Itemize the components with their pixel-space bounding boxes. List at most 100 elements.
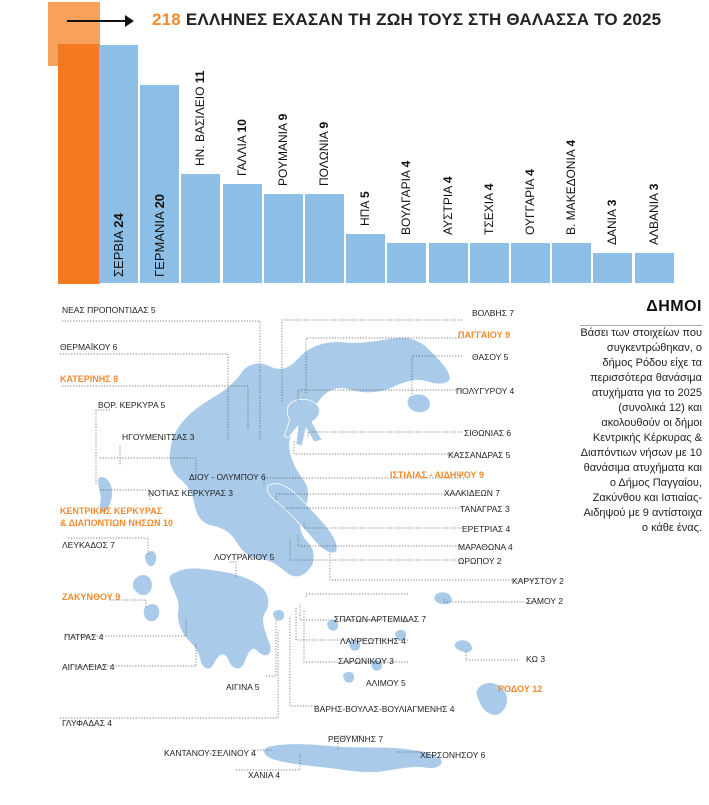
header: 218 ΕΛΛΗΝΕΣ ΕΧΑΣΑΝ ΤΗ ΖΩΗ ΤΟΥΣ ΣΤΗ ΘΑΛΑΣ… [0,0,709,66]
bar-category-label: ΗΠΑ [358,197,373,226]
bar-category-label: Β. ΜΑΚΕΔΟΝΙΑ [564,146,579,236]
bar-value-label: 3 [605,199,620,207]
bar-label: ΣΕΡΒΙΑ 24 [111,213,126,277]
bar-value-label: 4 [440,176,455,184]
label-neas-propontidas: ΝΕΑΣ ΠΡΟΠΟΝΤΙΔΑΣ 5 [62,305,156,315]
bar [140,85,180,283]
bar [305,193,344,283]
label-thasou: ΘΑΣΟΥ 5 [472,352,509,362]
bar-value-label: 9 [275,113,290,121]
bar [511,243,550,283]
map-kos [454,639,473,654]
greece-map: ΝΕΑΣ ΠΡΟΠΟΝΤΙΔΑΣ 5 ΘΕΡΜΑΪΚΟΥ 6 ΚΑΤΕΡΙΝΗΣ… [0,290,709,805]
bar-category-label: ΑΥΣΤΡΙΑ [440,183,455,236]
label-kantanou-selinou: ΚΑΝΤΑΝΟΥ-ΣΕΛΙΝΟΥ 4 [164,748,256,758]
label-spaton-artemidas: ΣΠΑΤΩΝ-ΑΡΤΕΜΙΔΑΣ 7 [334,614,427,624]
label-igoumenitsas: ΗΓΟΥΜΕΝΙΤΣΑΣ 3 [122,432,195,442]
map-peloponnese [168,567,272,670]
label-marathona: ΜΑΡΑΘΩΝΑ 4 [458,542,513,552]
label-polygyrou: ΠΟΛΥΓΥΡΟΥ 4 [456,386,515,396]
bar-label: ΗΝ. ΒΑΣΙΛΕΙΟ 11 [193,71,207,166]
bar-category-label: ΔΑΝΙΑ [605,206,620,246]
bar-category-label: ΡΟΥΜΑΝΙΑ [275,120,290,186]
side-description: Βάσει των στοιχείων που συγκεντρώθηκαν, … [580,327,702,534]
label-lefkados: ΛΕΥΚΑΔΟΣ 7 [62,540,115,550]
label-rodou: ΡΟΔΟΥ 12 [498,684,543,694]
bar [428,243,468,283]
title-text: ΕΛΛΗΝΕΣ ΕΧΑΣΑΝ ΤΗ ΖΩΗ ΤΟΥΣ ΣΤΗ ΘΑΛΑΣΣΑ Τ… [180,10,662,29]
label-chersonisou: ΧΕΡΣΟΝΗΣΟΥ 6 [420,750,486,760]
map-rhodes [475,682,508,716]
side-title: ΔΗΜΟΙ [646,298,702,315]
bar-value-label: 5 [358,190,373,198]
bar-label: ΟΥΓΓΑΡΙΑ 4 [523,170,537,236]
map-evia [266,483,338,554]
bar [346,233,386,283]
map-lefkada [144,550,157,567]
label-eretrias: ΕΡΕΤΡΙΑΣ 4 [462,524,511,534]
bar-label: ΠΟΛΩΝΙΑ 9 [317,122,331,186]
label-lavreotikis: ΛΑΥΡΕΩΤΙΚΗΣ 4 [340,636,406,646]
bar-category-label: ΤΣΕΧΙΑ [481,190,496,236]
label-volvis: ΒΟΛΒΗΣ 7 [472,308,514,318]
bar [222,184,262,283]
bar-category-label: ΠΟΛΩΝΙΑ [317,128,331,186]
side-panel: ΔΗΜΟΙ Βάσει των στοιχείων που συγκεντρώθ… [580,298,702,536]
bar-label: Β. ΜΑΚΕΔΟΝΙΑ 4 [564,140,578,235]
bar-value-label: 11 [193,70,208,84]
chart-accent-bar [58,44,100,284]
bar [552,243,592,283]
label-kassandras: ΚΑΣΣΑΝΔΡΑΣ 5 [448,450,511,460]
label-diou-olympou: ΔΙΟΥ - ΟΛΥΜΠΟΥ 6 [189,472,266,482]
side-divider [580,325,702,326]
bar [593,253,633,283]
label-kentrikis-kerkyras-2: & ΔΙΑΠΟΝΤΙΩΝ ΝΗΣΩΝ 10 [60,518,173,528]
label-kos: ΚΩ 3 [526,654,546,664]
label-istiaias-aidipsou: ΙΣΤΙΑΙΑΣ - ΑΙΔΗΨΟΥ 9 [390,470,484,480]
label-kentrikis-kerkyras-1: ΚΕΝΤΡΙΚΗΣ ΚΕΡΚΥΡΑΣ [60,506,163,516]
bar-value-label: 24 [111,213,126,228]
bar-label: ΑΥΣΤΡΙΑ 4 [441,177,455,236]
label-alimou: ΑΛΙΜΟΥ 5 [366,678,406,688]
map-land [97,337,508,773]
map-chalkidiki [283,398,323,447]
label-aigina: ΑΙΓΙΝΑ 5 [226,682,260,692]
bar-category-label: ΓΕΡΜΑΝΙΑ [152,208,168,277]
label-katerinis: ΚΑΤΕΡΙΝΗΣ 8 [60,374,119,384]
bar-value-label: 9 [317,121,331,129]
label-thermaikou: ΘΕΡΜΑΪΚΟΥ 6 [60,342,118,352]
label-tanagras: ΤΑΝΑΓΡΑΣ 3 [460,504,510,514]
bar [469,243,509,283]
arrow-icon [125,15,134,27]
bar-label: ΤΣΕΧΙΑ 4 [482,184,496,235]
title-number: 218 [152,10,181,29]
bar-label: ΓΑΛΛΙΑ 10 [235,119,249,176]
bar-label: ΔΑΝΙΑ 3 [605,200,619,245]
label-notias-kerkyras: ΝΟΤΙΑΣ ΚΕΡΚΥΡΑΣ 3 [148,488,233,498]
map-thasos [406,393,431,413]
bar-label: ΡΟΥΜΑΝΙΑ 9 [276,114,290,186]
map-cyclades-4 [342,671,355,684]
map-zakynthos [142,603,160,622]
map-aegina [272,609,285,622]
bar-label: ΒΟΥΛΓΑΡΙΑ 4 [399,161,413,235]
bar [263,193,303,283]
bar-label: ΓΕΡΜΑΝΙΑ 20 [152,194,167,277]
map-cyclades-5 [394,629,407,642]
bar-category-label: ΓΑΛΛΙΑ [234,132,249,176]
map-crete [263,743,443,773]
label-karystou: ΚΑΡΥΣΤΟΥ 2 [512,576,564,586]
map-cyclades-2 [348,639,361,652]
label-rethymnis: ΡΕΘΥΜΝΗΣ 7 [328,734,384,744]
map-samos [433,591,453,606]
bar-value-label: 4 [564,140,579,147]
bar-category-label: ΑΛΒΑΝΙΑ [646,190,661,246]
label-zakynthou: ΖΑΚΥΝΘΟΥ 9 [62,592,121,602]
label-vor-kerkyras: ΒΟΡ. ΚΕΡΚΥΡΑ 5 [98,400,166,410]
bar-value-label: 4 [399,161,414,168]
bar [634,253,674,283]
label-patras: ΠΑΤΡΑΣ 4 [64,632,104,642]
page-title: 218 ΕΛΛΗΝΕΣ ΕΧΑΣΑΝ ΤΗ ΖΩΗ ΤΟΥΣ ΣΤΗ ΘΑΛΑΣ… [152,10,661,30]
bar-value-label: 10 [234,119,249,133]
label-varis-voulas: ΒΑΡΗΣ-ΒΟΥΛΑΣ-ΒΟΥΛΙΑΓΜΕΝΗΣ 4 [314,704,455,714]
